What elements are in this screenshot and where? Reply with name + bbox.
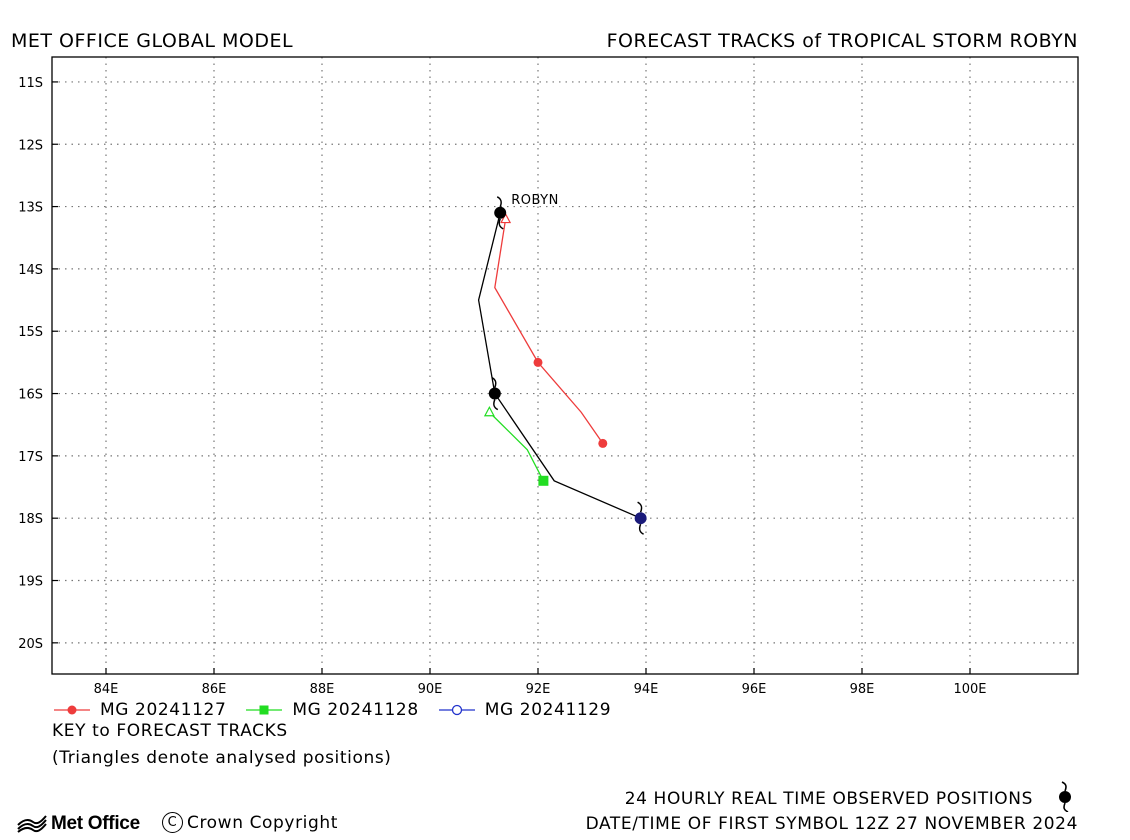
legend-swatch-blue xyxy=(438,704,475,716)
legend: MG 20241127 MG 20241128 MG 20241129 xyxy=(52,700,629,720)
logo-text: Met Office xyxy=(51,813,140,834)
cyclone-symbol-core xyxy=(488,387,501,400)
copyright-icon: C xyxy=(162,812,183,833)
forecast-point-marker xyxy=(538,475,549,486)
y-tick-label: 20S xyxy=(18,637,43,652)
cyclone-symbol-arm xyxy=(498,218,504,230)
forecast-tracks xyxy=(483,212,608,486)
legend-label: MG 20241129 xyxy=(484,700,612,720)
grid-lines xyxy=(52,57,1078,674)
y-tick-label: 13S xyxy=(18,201,43,216)
plot-frame xyxy=(51,56,1079,675)
cyclone-symbol-arm xyxy=(638,523,644,535)
met-office-logo: Met Office xyxy=(17,813,140,835)
key-title: KEY to FORECAST TRACKS xyxy=(52,721,288,741)
y-tick-label: 19S xyxy=(18,575,43,590)
axis-ticks: 84E 86E 88E 90E 92E 94E 96E 98E 100E 11S 12S 13S 14S… xyxy=(18,76,986,697)
x-tick-label: 92E xyxy=(526,682,551,697)
legend-swatch-green xyxy=(246,705,283,715)
met-office-wave-icon xyxy=(17,815,47,833)
cyclone-position-symbol xyxy=(494,196,507,230)
forecast-point-marker xyxy=(598,438,608,448)
y-tick-label: 15S xyxy=(18,325,43,340)
y-tick-label: 17S xyxy=(18,450,43,465)
legend-item-mg-20241129: MG 20241129 xyxy=(437,700,611,720)
copyright: C Crown Copyright xyxy=(162,812,338,833)
cyclone-symbol-core xyxy=(634,512,647,525)
y-tick-label: 16S xyxy=(18,388,43,403)
x-tick-label: 90E xyxy=(418,682,443,697)
y-tick-label: 18S xyxy=(18,512,43,527)
chart-title: FORECAST TRACKS of TROPICAL STORM ROBYN xyxy=(606,30,1078,52)
cyclone-symbol-arm xyxy=(491,376,497,388)
analysed-position-triangle xyxy=(483,405,495,417)
cyclone-symbol-icon xyxy=(1059,781,1071,812)
copyright-text: Crown Copyright xyxy=(187,812,339,833)
x-tick-label: 94E xyxy=(634,682,659,697)
forecast-point-marker xyxy=(533,357,543,367)
legend-label: MG 20241128 xyxy=(292,700,419,720)
x-tick-label: 100E xyxy=(953,682,986,697)
cyclone-symbol-arm xyxy=(493,399,499,411)
x-tick-label: 86E xyxy=(202,682,227,697)
cyclone-symbol-arm xyxy=(637,501,643,513)
observed-track: ROBYN xyxy=(477,193,647,535)
analysed-position-triangle xyxy=(500,212,512,224)
observed-track-line xyxy=(477,212,641,519)
observed-positions-label: 24 HOURLY REAL TIME OBSERVED POSITIONS xyxy=(624,789,1033,809)
track-chart: 84E 86E 88E 90E 92E 94E 96E 98E 100E 11S 12S 13S 14S… xyxy=(18,56,1079,697)
y-tick-label: 14S xyxy=(18,263,43,278)
storm-name-label: ROBYN xyxy=(511,193,559,208)
key-note: (Triangles denote analysed positions) xyxy=(52,748,392,768)
x-tick-label: 98E xyxy=(850,682,875,697)
legend-swatch-red xyxy=(54,705,90,715)
y-tick-label: 11S xyxy=(18,76,43,91)
y-tick-label: 12S xyxy=(18,138,43,153)
x-tick-label: 96E xyxy=(742,682,767,697)
first-symbol-datetime: DATE/TIME OF FIRST SYMBOL 12Z 27 NOVEMBE… xyxy=(585,814,1078,834)
forecast-track-line xyxy=(494,218,604,444)
cyclone-position-symbol xyxy=(488,376,501,411)
cyclone-position-symbol xyxy=(634,501,647,535)
forecast-track-line xyxy=(488,411,544,482)
legend-label: MG 20241127 xyxy=(100,700,227,720)
cyclone-symbol-core xyxy=(494,206,507,219)
x-tick-label: 88E xyxy=(310,682,335,697)
x-tick-label: 84E xyxy=(94,682,119,697)
legend-item-mg-20241127: MG 20241127 xyxy=(52,700,226,720)
legend-item-mg-20241128: MG 20241128 xyxy=(244,700,418,720)
cyclone-symbol-arm xyxy=(496,196,502,208)
chart-header-left: MET OFFICE GLOBAL MODEL xyxy=(11,30,294,52)
